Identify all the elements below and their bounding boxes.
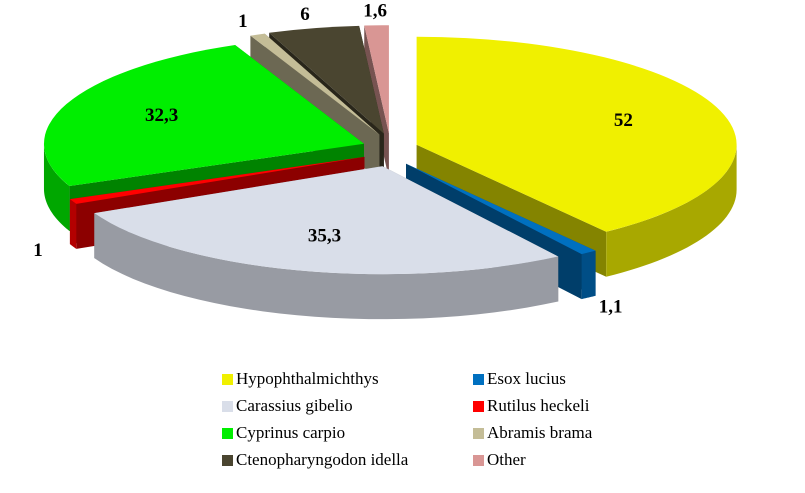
data-label: 1	[33, 240, 43, 261]
legend-label: Rutilus heckeli	[487, 396, 590, 415]
legend-label: Cyprinus carpio	[236, 423, 345, 442]
pie-slice	[69, 156, 365, 204]
pie-slice	[43, 44, 364, 187]
data-label: 6	[300, 4, 310, 25]
slice-side	[43, 143, 70, 232]
legend-swatch	[222, 428, 233, 439]
legend-label: Ctenopharyngodon idella	[236, 450, 409, 469]
legend-label: Abramis brama	[487, 423, 593, 442]
legend-label: Other	[487, 450, 526, 469]
legend-swatch	[222, 455, 233, 466]
slice-side	[94, 213, 559, 320]
pie-slice	[364, 25, 389, 134]
data-label: 1,1	[599, 296, 623, 317]
data-label: 32,3	[145, 105, 178, 126]
legend-swatch	[473, 374, 484, 385]
legend-swatch	[473, 455, 484, 466]
slice-side	[606, 144, 737, 277]
legend-swatch	[222, 401, 233, 412]
slice-tops	[43, 25, 737, 275]
pie-slice	[94, 166, 559, 275]
legend-label: Esox lucius	[487, 369, 566, 388]
legend-swatch	[222, 374, 233, 385]
pie-slice	[405, 163, 596, 255]
pie-slice	[416, 36, 737, 232]
legend-swatch	[473, 428, 484, 439]
slice-side	[581, 250, 596, 300]
data-label: 52	[614, 110, 633, 131]
data-label: 35,3	[308, 225, 341, 246]
pie-slice	[250, 33, 380, 135]
data-label: 1,6	[363, 1, 387, 22]
pie-slice	[269, 25, 384, 134]
data-label: 1	[238, 11, 248, 32]
legend-swatch	[473, 401, 484, 412]
legend-label: Carassius gibelio	[236, 396, 353, 415]
legend-label: Hypophthalmichthys	[236, 369, 379, 388]
slice-side	[69, 199, 77, 249]
